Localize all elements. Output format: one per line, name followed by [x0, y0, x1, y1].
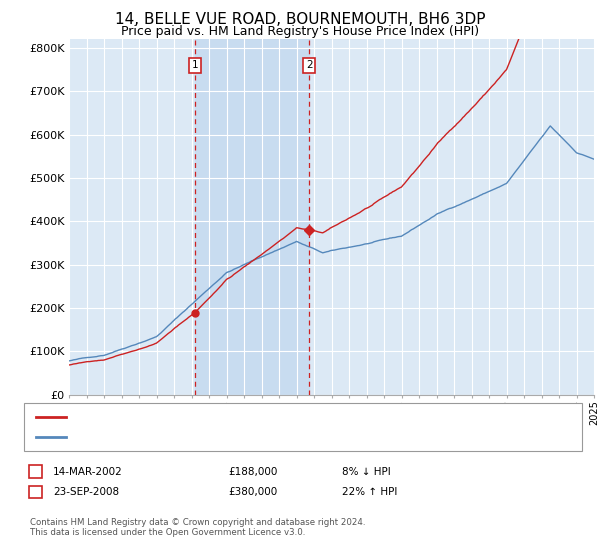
- Bar: [195, 39, 309, 395]
- Text: 14, BELLE VUE ROAD, BOURNEMOUTH, BH6 3DP: 14, BELLE VUE ROAD, BOURNEMOUTH, BH6 3DP: [115, 12, 485, 27]
- Text: 8% ↓ HPI: 8% ↓ HPI: [342, 466, 391, 477]
- Text: HPI: Average price, detached house, Bournemouth Christchurch and Poole: HPI: Average price, detached house, Bour…: [72, 432, 443, 442]
- Text: 22% ↑ HPI: 22% ↑ HPI: [342, 487, 397, 497]
- Text: £380,000: £380,000: [228, 487, 277, 497]
- Text: 23-SEP-2008: 23-SEP-2008: [53, 487, 119, 497]
- Text: 14-MAR-2002: 14-MAR-2002: [53, 466, 122, 477]
- Text: 1: 1: [32, 466, 39, 477]
- Text: 2: 2: [32, 487, 39, 497]
- Text: 1: 1: [191, 60, 199, 70]
- Text: £188,000: £188,000: [228, 466, 277, 477]
- Text: 2: 2: [306, 60, 313, 70]
- Text: Price paid vs. HM Land Registry's House Price Index (HPI): Price paid vs. HM Land Registry's House …: [121, 25, 479, 38]
- Text: Contains HM Land Registry data © Crown copyright and database right 2024.
This d: Contains HM Land Registry data © Crown c…: [30, 518, 365, 538]
- Text: 14, BELLE VUE ROAD, BOURNEMOUTH, BH6 3DP (detached house): 14, BELLE VUE ROAD, BOURNEMOUTH, BH6 3DP…: [72, 412, 404, 422]
